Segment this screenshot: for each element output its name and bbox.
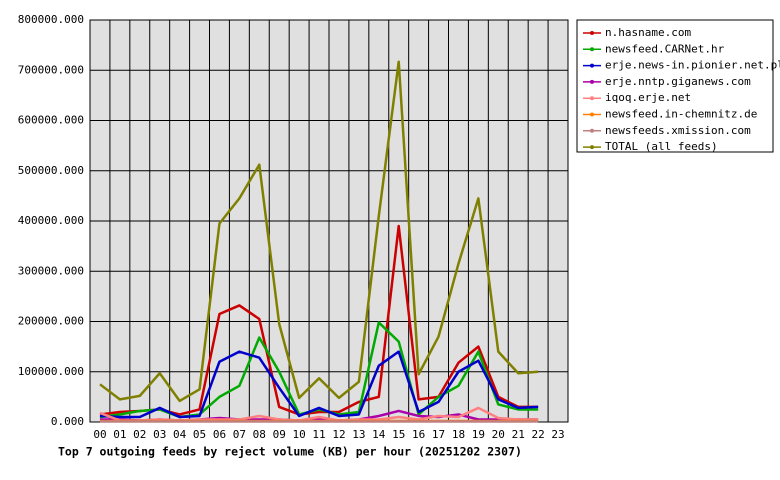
legend-marker [590, 47, 594, 52]
y-tick-label: 200000.000 [18, 315, 84, 328]
y-tick-label: 100000.000 [18, 365, 84, 378]
legend-label: n.hasname.com [605, 26, 691, 39]
x-tick-label: 00 [93, 428, 106, 441]
x-tick-label: 17 [432, 428, 445, 441]
legend-label: iqoq.erje.net [605, 91, 691, 104]
y-tick-label: 300000.000 [18, 264, 84, 277]
legend-marker [590, 112, 594, 117]
x-tick-label: 05 [193, 428, 206, 441]
x-tick-label: 23 [551, 428, 564, 441]
x-tick-label: 11 [312, 428, 325, 441]
series-line [99, 350, 539, 419]
y-tick-label: 400000.000 [18, 214, 84, 227]
x-tick-label: 10 [293, 428, 306, 441]
x-tick-label: 19 [472, 428, 485, 441]
legend-marker [590, 96, 594, 101]
x-tick-label: 06 [213, 428, 226, 441]
legend [576, 19, 774, 153]
x-tick-label: 14 [372, 428, 386, 441]
x-tick-label: 04 [173, 428, 187, 441]
x-tick-label: 07 [233, 428, 246, 441]
x-tick-label: 09 [273, 428, 286, 441]
x-tick-label: 03 [153, 428, 166, 441]
x-tick-label: 15 [392, 428, 405, 441]
y-tick-label: 500000.000 [18, 164, 84, 177]
x-tick-label: 08 [253, 428, 266, 441]
y-tick-label: 600000.000 [18, 114, 84, 127]
x-tick-label: 02 [133, 428, 146, 441]
y-tick-label: 700000.000 [18, 63, 84, 76]
x-tick-label: 16 [412, 428, 425, 441]
legend-label: newsfeed.in-chemnitz.de [605, 108, 757, 121]
x-tick-label: 21 [512, 428, 525, 441]
x-tick-label: 13 [352, 428, 365, 441]
y-tick-label: 800000.000 [18, 13, 84, 26]
x-tick-label: 22 [532, 428, 545, 441]
series-line [99, 60, 539, 403]
legend-marker [590, 128, 594, 133]
legend-label: TOTAL (all feeds) [605, 140, 718, 153]
chart-title: Top 7 outgoing feeds by reject volume (K… [58, 445, 522, 459]
x-tick-label: 18 [452, 428, 465, 441]
legend-label: newsfeed.CARNet.hr [605, 42, 725, 55]
legend-marker [590, 63, 594, 68]
legend-marker [590, 79, 594, 84]
legend-label: erje.news-in.pionier.net.pl [605, 59, 780, 72]
legend-marker [590, 31, 594, 35]
x-tick-label: 12 [332, 428, 345, 441]
legend-label: newsfeeds.xmission.com [605, 124, 751, 137]
x-tick-label: 20 [492, 428, 505, 441]
legend-label: erje.nntp.giganews.com [605, 75, 751, 88]
legend-marker [590, 145, 594, 150]
y-tick-label: 0.000 [51, 415, 84, 428]
x-tick-label: 01 [113, 428, 126, 441]
